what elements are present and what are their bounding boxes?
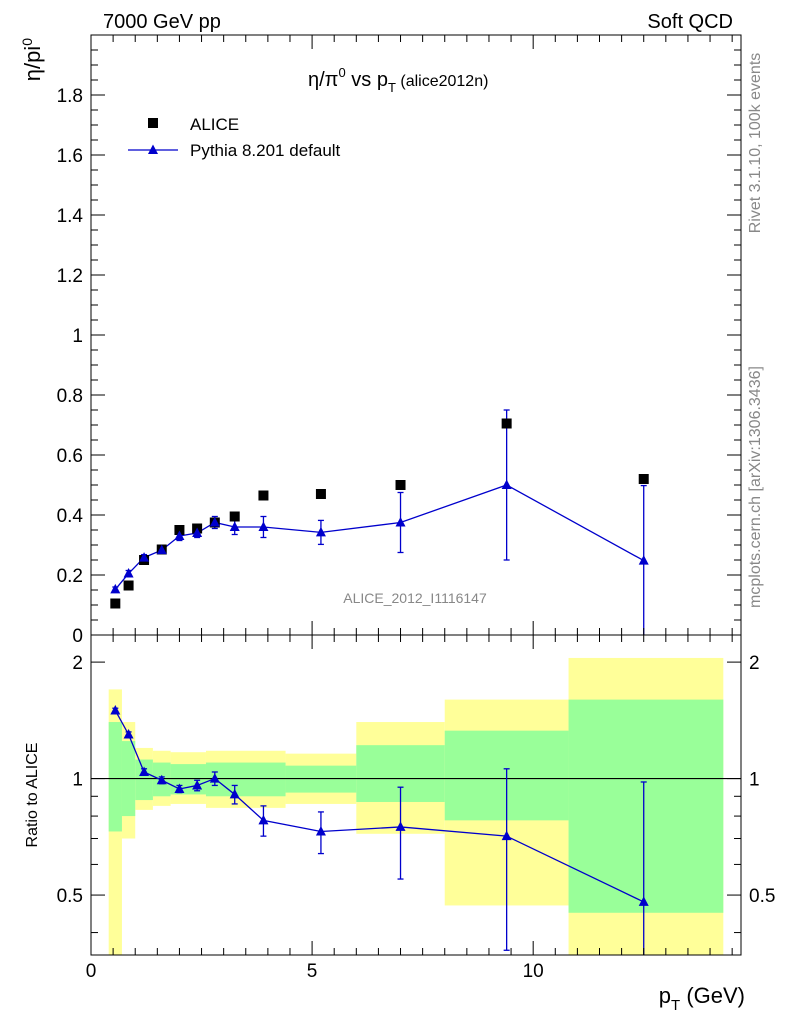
mc-point xyxy=(139,552,150,562)
alice-data-point xyxy=(110,598,121,609)
alice-data-point xyxy=(315,489,326,499)
ratio-plot-frame xyxy=(90,634,742,956)
main-ytick-label: 0.6 xyxy=(57,446,83,467)
mc-point xyxy=(209,517,220,527)
main-ytick-label: 0.4 xyxy=(57,506,84,527)
alice-data-point xyxy=(229,511,240,522)
ratio-point xyxy=(229,788,240,799)
ratio-ylabel: Ratio to ALICE xyxy=(24,743,41,848)
ratio-xlabel: pT (GeV) xyxy=(659,983,745,1014)
main-ytick-label: 0 xyxy=(72,626,83,647)
mc-point xyxy=(174,530,185,540)
ratio-ytick-label-right: 2 xyxy=(749,653,760,674)
mc-point xyxy=(395,517,406,527)
ratio-ytick-label-right: 0.5 xyxy=(749,886,775,907)
ratio-point xyxy=(192,779,203,790)
uncertainty-band-inner xyxy=(135,759,153,801)
uncertainty-band-inner xyxy=(205,762,286,797)
ratio-point xyxy=(174,783,185,793)
rivet-label: Rivet 3.1.10, 100k events xyxy=(747,53,764,234)
mc-point xyxy=(638,555,649,565)
alice-data-point xyxy=(638,474,649,484)
ratio-point xyxy=(638,896,649,906)
ratio-point xyxy=(110,704,121,715)
mc-point xyxy=(156,544,167,555)
ratio-point xyxy=(501,830,512,841)
legend: ALICE Pythia 8.201 default xyxy=(128,115,341,160)
ratio-point xyxy=(156,774,167,785)
alice-data-point xyxy=(258,490,269,501)
legend-mc-marker xyxy=(148,144,158,154)
ratio-point xyxy=(123,728,134,739)
alice-data-point xyxy=(174,525,185,535)
main-ytick-label: 1.4 xyxy=(57,206,84,227)
mc-point xyxy=(123,568,134,578)
ratio-ytick-label-right: 1 xyxy=(749,770,760,791)
main-ytick-label: 1 xyxy=(72,326,83,347)
legend-data-marker xyxy=(148,118,158,128)
main-ytick-label: 0.2 xyxy=(57,566,83,587)
ratio-xtick-label: 0 xyxy=(86,961,97,982)
mc-point xyxy=(192,527,203,537)
analysis-watermark: ALICE_2012_I1116147 xyxy=(343,590,487,606)
main-plot-panel: 0 0.2 0.4 0.6 0.8 1 1.2 1.4 1.6 1.8 η/pi0 η/π0 vs… xyxy=(19,34,742,647)
ratio-ytick-label: 1 xyxy=(72,770,83,791)
ratio-point xyxy=(209,773,220,783)
mc-point xyxy=(501,479,512,489)
uncertainty-band-inner xyxy=(568,699,724,913)
ratio-xtick-label: 10 xyxy=(523,961,544,982)
main-ytick-label: 1.2 xyxy=(57,266,83,287)
legend-data-label: ALICE xyxy=(190,115,239,134)
alice-data-point xyxy=(123,580,134,591)
ratio-point xyxy=(258,814,269,825)
uncertainty-band-inner xyxy=(170,764,206,795)
ratio-point xyxy=(315,825,326,836)
alice-data-point xyxy=(395,480,406,490)
main-ytick-label: 0.8 xyxy=(57,386,83,407)
mc-point xyxy=(229,521,240,531)
main-ytick-label: 1.8 xyxy=(57,86,83,107)
ratio-ytick-label: 2 xyxy=(72,653,83,674)
mc-point xyxy=(110,583,121,594)
header-right: Soft QCD xyxy=(647,11,733,33)
main-ylabel: η/pi0 xyxy=(19,38,45,81)
ratio-ytick-label: 0.5 xyxy=(57,886,83,907)
header-left: 7000 GeV pp xyxy=(103,11,221,33)
plot-title: η/π0 vs pT (alice2012n) xyxy=(308,65,488,95)
ratio-plot-panel: 0.5 0.5 1 1 2 2 0 5 10 Ratio to ALICE pT (GeV) xyxy=(24,634,775,1014)
ratio-point xyxy=(395,821,406,831)
mc-point xyxy=(315,526,326,537)
uncertainty-band-inner xyxy=(108,722,122,832)
mc-point xyxy=(258,521,269,531)
ratio-point xyxy=(139,766,150,776)
main-ytick-label: 1.6 xyxy=(57,146,83,167)
alice-data-point xyxy=(501,418,512,429)
legend-mc-label: Pythia 8.201 default xyxy=(190,141,341,160)
mcplots-label: mcplots.cern.ch [arXiv:1306.3436] xyxy=(747,366,764,608)
ratio-xtick-label: 5 xyxy=(307,961,318,982)
